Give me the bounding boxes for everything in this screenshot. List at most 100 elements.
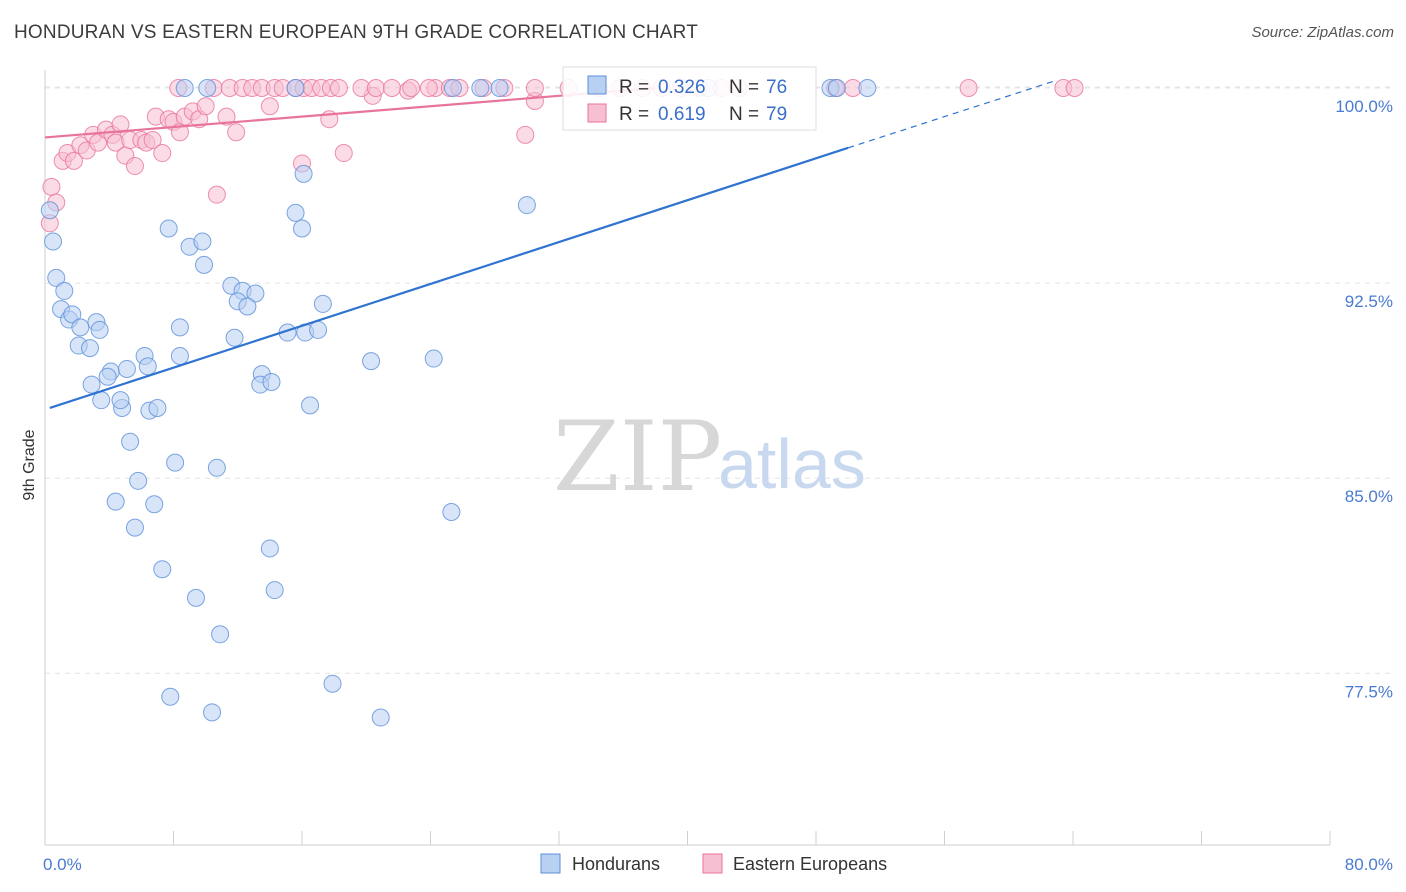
honduran-point [265,581,284,600]
eastern-european-point [196,97,215,116]
honduran-point [198,79,217,98]
eastern-european-point [419,79,438,98]
honduran-point [153,560,172,579]
eastern-european-trend-line [44,86,656,139]
y-tick-label: 92.5% [1345,292,1393,311]
honduran-point [301,396,320,415]
honduran-point [125,518,144,537]
honduran-point [80,339,99,358]
eastern-european-point [329,79,348,98]
honduran-point [286,79,305,98]
eastern-european-point [111,115,130,134]
honduran-point [44,232,63,251]
legend-eastern-europeans-swatch [702,853,723,874]
eastern-european-point [125,157,144,176]
watermark-zip: ZIP [553,401,722,513]
honduran-point [138,357,157,376]
eastern-european-point [959,79,978,98]
honduran-point [71,318,90,337]
honduran-point [246,284,265,303]
eastern-european-point [207,185,226,204]
honduran-point [260,539,279,558]
honduran-point [371,708,390,727]
honduran-point [362,352,381,371]
legend-hondurans-label: Hondurans [572,854,660,874]
grid [45,86,1393,674]
honduran-point [323,674,342,693]
legend-hondurans-swatch [540,853,561,874]
honduran-point [262,372,281,391]
stats-legend: R = 0.326 N = 76 R = 0.619 N = 79 [562,66,817,131]
stats-legend-r-label: R = [619,77,649,98]
honduran-point [98,367,117,386]
stats-legend-n-label: N = [729,104,759,125]
honduran-trend-line [49,146,849,410]
y-tick-label: 100.0% [1335,97,1393,116]
stats-legend-r-value: 0.619 [658,104,706,125]
honduran-point [161,687,180,706]
stats-legend-pink-swatch [587,103,607,123]
honduran-point [193,232,212,251]
stats-legend-r-value: 0.326 [658,77,706,98]
legend-eastern-europeans-label: Eastern Europeans [733,854,887,874]
honduran-point [286,203,305,222]
honduran-point [63,305,82,324]
honduran-point [40,201,59,220]
y-tick-labels: 77.5% 85.0% 92.5% 100.0% [1335,97,1393,701]
honduran-point [55,281,74,300]
stats-legend-n-label: N = [729,77,759,98]
stats-legend-r-label: R = [619,104,649,125]
eastern-european-point [217,107,236,126]
honduran-point [121,432,140,451]
honduran-point [159,219,178,238]
honduran-point [293,219,311,238]
eastern-european-point [525,79,544,98]
series-legend: Hondurans Eastern Europeans [540,853,887,874]
source-credit: Source: ZipAtlas.com [1251,24,1394,41]
honduran-point [238,297,257,316]
honduran-point [90,320,109,339]
honduran-point [211,625,230,644]
honduran-point [471,79,490,98]
honduran-point [207,458,226,477]
honduran-point [313,294,332,313]
eastern-european-point [64,151,83,170]
honduran-point [111,391,130,410]
honduran-point [442,503,461,522]
eastern-european-point [42,177,61,196]
honduran-point [294,164,313,183]
eastern-european-point [153,144,172,163]
honduran-points [40,79,877,727]
trend-lines [44,79,1058,410]
eastern-european-points [40,79,1084,233]
honduran-point [129,471,148,490]
eastern-european-point [260,97,279,116]
eastern-european-point [143,131,162,150]
honduran-point [443,79,462,98]
honduran-point [166,453,185,472]
watermark-atlas: atlas [718,425,866,503]
honduran-trend-extension [847,79,1058,149]
eastern-european-point [1065,79,1084,98]
eastern-european-point [334,144,353,163]
eastern-european-point [366,79,385,98]
honduran-point [82,375,101,394]
honduran-point [195,255,214,274]
x-tick-label: 80.0% [1345,855,1393,874]
honduran-point [170,346,189,365]
honduran-point [858,79,877,98]
honduran-point [186,588,205,607]
honduran-point [203,703,222,722]
honduran-point [145,495,164,514]
eastern-european-point [227,123,246,142]
chart-title: HONDURAN VS EASTERN EUROPEAN 9TH GRADE C… [14,22,699,43]
y-axis-title: 9th Grade [21,429,38,500]
stats-legend-blue-swatch [587,75,607,95]
honduran-point [424,349,443,368]
honduran-point [827,79,846,98]
y-tick-label: 77.5% [1345,682,1393,701]
honduran-point [117,359,136,378]
eastern-european-point [402,79,421,98]
honduran-point [170,318,189,337]
